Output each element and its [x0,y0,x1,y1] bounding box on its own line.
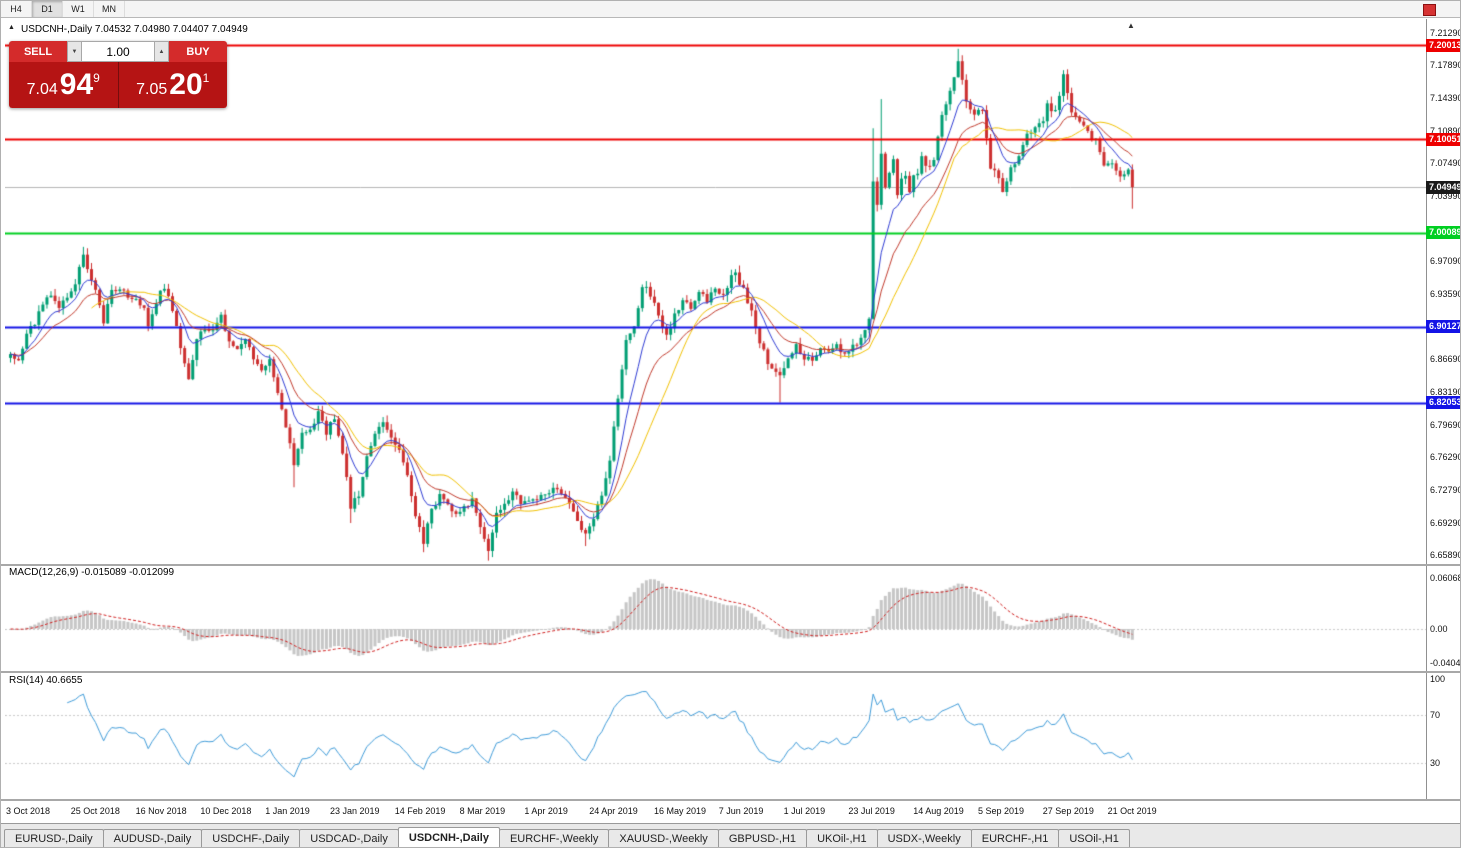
date-label: 23 Jan 2019 [330,806,380,816]
macd-label: MACD(12,26,9) -0.015089 -0.012099 [9,567,175,578]
pane-separator-dates [1,799,1460,801]
level-price-badge: 6.90127 [1426,320,1460,334]
level-price-badge: 7.00089 [1426,226,1460,240]
sell-price-main: 94 [59,68,94,101]
volume-input[interactable] [82,41,154,62]
date-label: 3 Oct 2018 [6,806,51,816]
timeframe-button-d1[interactable]: D1 [32,1,63,17]
date-label: 14 Aug 2019 [913,806,964,816]
chevron-up-icon: ▲ [158,48,165,55]
price-tick: 6.97090 [1430,256,1461,267]
price-tick: 6.93590 [1430,288,1461,299]
chart-window-icon[interactable] [1423,4,1436,16]
timeframe-toolbar: H4 D1 W1 MN [1,1,1460,18]
date-label: 7 Jun 2019 [718,806,764,816]
current-price-badge: 7.04949 [1426,180,1460,194]
chart-tab-usdchf-daily[interactable]: USDCHF-,Daily [201,829,301,847]
buy-price-main: 20 [169,68,203,101]
timeframe-button-w1[interactable]: W1 [63,1,94,17]
date-label: 25 Oct 2018 [70,806,120,816]
buy-price[interactable]: 7.05 20 1 [117,62,228,108]
pane-separator-rsi[interactable] [1,671,1460,673]
chart-tab-gbpusd-h1[interactable]: GBPUSD-,H1 [717,829,808,847]
chart-tab-xauusd-weekly[interactable]: XAUUSD-,Weekly [608,829,719,847]
macd-axis-value: 0.00 [1430,624,1448,634]
date-label: 10 Dec 2018 [200,806,252,816]
chart-tab-bar: EURUSD-,Daily AUDUSD-,Daily USDCHF-,Daily U… [1,823,1460,847]
chevron-down-icon: ▼ [71,48,78,55]
chart-tab-audusd-daily[interactable]: AUDUSD-,Daily [102,829,203,847]
chart-tab-ukoil-h1[interactable]: UKOil-,H1 [806,829,878,847]
date-label: 27 Sep 2019 [1042,806,1094,816]
chart-shift-marker-icon: ▲ [1127,21,1135,30]
volume-increase-button[interactable]: ▲ [154,41,169,62]
chart-canvas[interactable] [5,19,1426,801]
sell-button[interactable]: SELL [9,41,67,62]
chart-tab-eurchf-h1[interactable]: EURCHF-,H1 [970,829,1060,847]
date-label: 5 Sep 2019 [978,806,1025,816]
chart-tab-usdcnh-daily[interactable]: USDCNH-,Daily [397,827,500,847]
price-tick: 7.10890 [1430,126,1461,137]
price-tick: 6.86690 [1430,353,1461,364]
chart-tab-eurchf-weekly[interactable]: EURCHF-,Weekly [498,829,610,847]
level-price-badge: 7.10051 [1426,132,1460,146]
trade-controls-row: SELL ▼ ▲ BUY [9,41,227,62]
pane-separator-macd[interactable] [1,564,1460,566]
price-tick: 6.72790 [1430,484,1461,495]
price-tick: 6.83190 [1430,386,1461,397]
date-axis[interactable]: 3 Oct 2018 25 Oct 2018 16 Nov 2018 10 Dec 2… [1,801,1426,823]
price-tick: 7.17890 [1430,60,1461,71]
date-label: 14 Feb 2019 [394,806,446,816]
date-label: 1 Jul 2019 [783,806,826,816]
sell-price[interactable]: 7.04 94 9 [9,62,118,108]
rsi-axis-value: 100 [1430,674,1446,684]
sell-price-int: 7.04 [26,80,58,98]
price-tick: 6.76290 [1430,451,1461,462]
date-label: 16 Nov 2018 [135,806,187,816]
macd-axis-value: 0.060687 [1430,573,1460,584]
buy-button[interactable]: BUY [169,41,227,62]
date-label: 8 Mar 2019 [459,806,506,816]
chart-title: USDCNH-,Daily 7.04532 7.04980 7.04407 7.… [21,24,248,35]
date-label: 16 May 2019 [654,806,707,816]
date-label: 23 Jul 2019 [848,806,895,816]
price-tick: 7.14390 [1430,93,1461,104]
level-price-badge: 7.20013 [1426,38,1460,52]
one-click-trading-panel: SELL ▼ ▲ BUY 7.04 94 9 7.05 20 1 [9,41,227,108]
chart-tab-eurusd-daily[interactable]: EURUSD-,Daily [4,829,104,847]
chart-tab-usdx-weekly[interactable]: USDX-,Weekly [876,829,972,847]
price-axis[interactable]: 7.21290 7.17890 7.14390 7.10890 7.07490 7.039… [1426,19,1461,799]
rsi-axis-value: 70 [1430,710,1441,720]
buy-price-int: 7.05 [136,80,168,98]
timeframe-buttons: H4 D1 W1 MN [1,1,125,17]
collapse-triangle-icon[interactable]: ▲ [8,24,15,31]
date-label: 1 Apr 2019 [524,806,568,816]
price-tick: 7.07490 [1430,158,1461,169]
timeframe-button-mn[interactable]: MN [94,1,125,17]
date-label: 1 Jan 2019 [265,806,310,816]
rsi-axis-value: 30 [1430,758,1441,768]
trade-prices-row: 7.04 94 9 7.05 20 1 [9,62,227,108]
volume-decrease-button[interactable]: ▼ [67,41,82,62]
price-tick: 6.69290 [1430,517,1461,528]
rsi-label: RSI(14) 40.6655 [9,675,83,686]
price-tick: 6.65890 [1430,549,1461,560]
timeframe-button-h4[interactable]: H4 [1,1,32,17]
buy-price-pip: 1 [202,71,210,85]
date-label: 21 Oct 2019 [1107,806,1157,816]
level-price-badge: 6.82053 [1426,396,1460,410]
price-tick: 7.03990 [1430,191,1461,202]
chart-tab-usoil-h1[interactable]: USOil-,H1 [1058,829,1130,847]
price-tick: 7.21290 [1430,28,1461,39]
price-tick: 6.79690 [1430,419,1461,430]
macd-axis-value: -0.040432 [1430,657,1461,668]
sell-price-pip: 9 [93,71,100,85]
date-label: 24 Apr 2019 [589,806,638,816]
chart-tab-usdcad-daily[interactable]: USDCAD-,Daily [299,829,399,847]
